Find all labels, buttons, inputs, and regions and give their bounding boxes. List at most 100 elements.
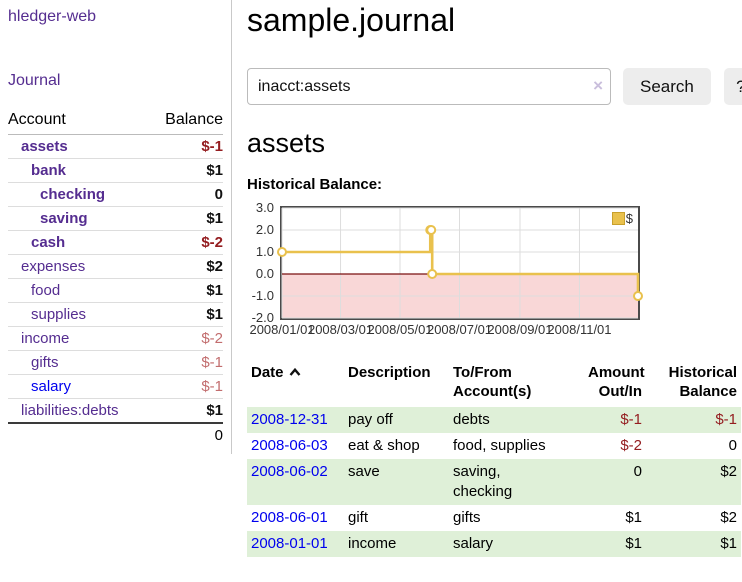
accounts-header-account: Account [8, 109, 150, 135]
register-header-date[interactable]: Date [247, 361, 344, 407]
legend-swatch-icon [611, 212, 625, 225]
transaction-row: 2008-12-31 pay off debts $-1 $-1 [247, 407, 741, 433]
register-header-description: Description [348, 364, 431, 381]
account-row: assets $-1 [8, 134, 223, 159]
account-row: checking 0 [8, 182, 223, 207]
account-balance: $-1 [201, 354, 223, 371]
chart-canvas [277, 207, 643, 319]
account-balance: $-1 [201, 138, 223, 155]
accounts-total-value: 0 [149, 422, 223, 448]
transaction-balance: $2 [720, 509, 737, 526]
register-header-balance: Historical Balance [668, 364, 737, 400]
account-page-title: assets [247, 128, 326, 158]
data-point-marker [633, 291, 643, 301]
balance-chart-plot: $ [277, 206, 643, 320]
data-point-marker [427, 269, 438, 279]
account-link-expenses[interactable]: expenses [21, 258, 86, 275]
transaction-amount: $1 [625, 535, 642, 552]
x-axis-tick-label: 2008/01/01 [249, 322, 315, 337]
chart-legend: $ [611, 211, 633, 226]
account-link-cash[interactable]: cash [31, 234, 66, 251]
account-balance: 0 [214, 186, 223, 203]
transaction-amount: $1 [625, 509, 642, 526]
transaction-row: 2008-06-01 gift gifts $1 $2 [247, 505, 741, 531]
account-row: bank $1 [8, 158, 223, 183]
account-link-saving[interactable]: saving [40, 210, 88, 227]
transaction-description: pay off [348, 411, 393, 428]
transaction-balance: $-1 [715, 411, 737, 428]
sort-ascending-icon [289, 367, 300, 376]
search-button[interactable]: Search [623, 68, 711, 105]
account-link-salary[interactable]: salary [31, 378, 72, 395]
account-balance: $-2 [201, 330, 223, 347]
sidebar-item-journal[interactable]: Journal [8, 72, 61, 89]
clear-search-icon[interactable]: × [593, 76, 603, 95]
help-button[interactable]: ? [723, 68, 742, 105]
account-link-liabilities-debts[interactable]: liabilities:debts [21, 402, 119, 419]
account-row: saving $1 [8, 206, 223, 231]
accounts-total-row: 0 [8, 422, 223, 448]
account-balance: $2 [206, 258, 223, 275]
data-point-marker [277, 247, 287, 257]
transaction-accounts: saving, checking [453, 463, 513, 500]
transaction-date-link[interactable]: 2008-12-31 [251, 411, 328, 428]
transaction-row: 2008-06-03 eat & shop food, supplies $-2… [247, 433, 741, 459]
account-link-bank[interactable]: bank [31, 162, 67, 179]
transaction-amount: $-1 [620, 411, 642, 428]
account-link-gifts[interactable]: gifts [31, 354, 59, 371]
transaction-description: income [348, 535, 397, 552]
account-link-assets[interactable]: assets [21, 138, 68, 155]
account-row: cash $-2 [8, 230, 223, 255]
y-axis-tick-label: 2.0 [255, 222, 274, 237]
account-row: gifts $-1 [8, 350, 223, 375]
x-axis-tick-label: 2008/07/01 [426, 322, 493, 337]
transaction-balance: 0 [728, 437, 737, 454]
account-link-checking[interactable]: checking [40, 186, 106, 203]
transaction-amount: 0 [633, 463, 642, 480]
y-axis-tick-label: 1.0 [255, 244, 274, 259]
account-link-food[interactable]: food [31, 282, 61, 299]
transaction-balance: $1 [720, 535, 737, 552]
account-row: income $-2 [8, 326, 223, 351]
account-balance: $-2 [201, 234, 223, 251]
transaction-description: gift [348, 509, 369, 526]
data-point-marker [426, 225, 437, 235]
transaction-amount: $-2 [620, 437, 642, 454]
transaction-accounts: debts [453, 411, 490, 428]
y-axis-tick-label: 3.0 [255, 200, 274, 215]
legend-label: $ [625, 211, 633, 226]
accounts-table-header: Account Balance [8, 109, 223, 135]
transaction-accounts: food, supplies [453, 437, 546, 454]
transaction-row: 2008-01-01 income salary $1 $1 [247, 531, 741, 557]
transaction-date-link[interactable]: 2008-06-02 [251, 463, 328, 480]
account-link-supplies[interactable]: supplies [31, 306, 87, 323]
y-axis-tick-label: -2.0 [251, 310, 274, 325]
transaction-description: save [348, 463, 380, 480]
account-row: liabilities:debts $1 [8, 399, 223, 424]
transaction-date-link[interactable]: 2008-01-01 [251, 535, 328, 552]
account-balance: $1 [206, 210, 223, 227]
y-axis-tick-label: -1.0 [251, 288, 274, 303]
balance-chart: $ 3.0 2.0 1.0 0.0 -1.0 -2.0 2008/01/01 2008/03/… [249, 200, 643, 337]
account-link-income[interactable]: income [21, 330, 70, 347]
account-balance: $1 [206, 282, 223, 299]
account-row: food $1 [8, 278, 223, 303]
account-row: salary $-1 [8, 374, 223, 399]
transaction-date-link[interactable]: 2008-06-01 [251, 509, 328, 526]
sidebar: hledger-web Journal Account Balance asse… [0, 0, 232, 454]
accounts-header-balance: Balance [149, 109, 223, 135]
transaction-accounts: salary [453, 535, 494, 552]
register-table: Date Description To/From Account(s) Amou… [247, 361, 741, 557]
transaction-date-link[interactable]: 2008-06-03 [251, 437, 328, 454]
x-axis-tick-label: 2008/09/01 [487, 322, 553, 337]
y-axis-tick-label: 0.0 [255, 266, 274, 281]
x-axis-tick-label: 2008/11/01 [547, 322, 612, 337]
brand-link[interactable]: hledger-web [8, 8, 97, 25]
search-input[interactable] [247, 68, 611, 105]
search-form: × Search ? [247, 68, 742, 105]
x-axis-tick-label: 2008/05/01 [367, 322, 433, 337]
transaction-balance: $2 [720, 463, 737, 480]
chart-heading: Historical Balance: [247, 176, 383, 193]
register-header-date-label: Date [251, 364, 284, 381]
main-content: sample.journal × Search ? assets Histori… [232, 0, 742, 557]
